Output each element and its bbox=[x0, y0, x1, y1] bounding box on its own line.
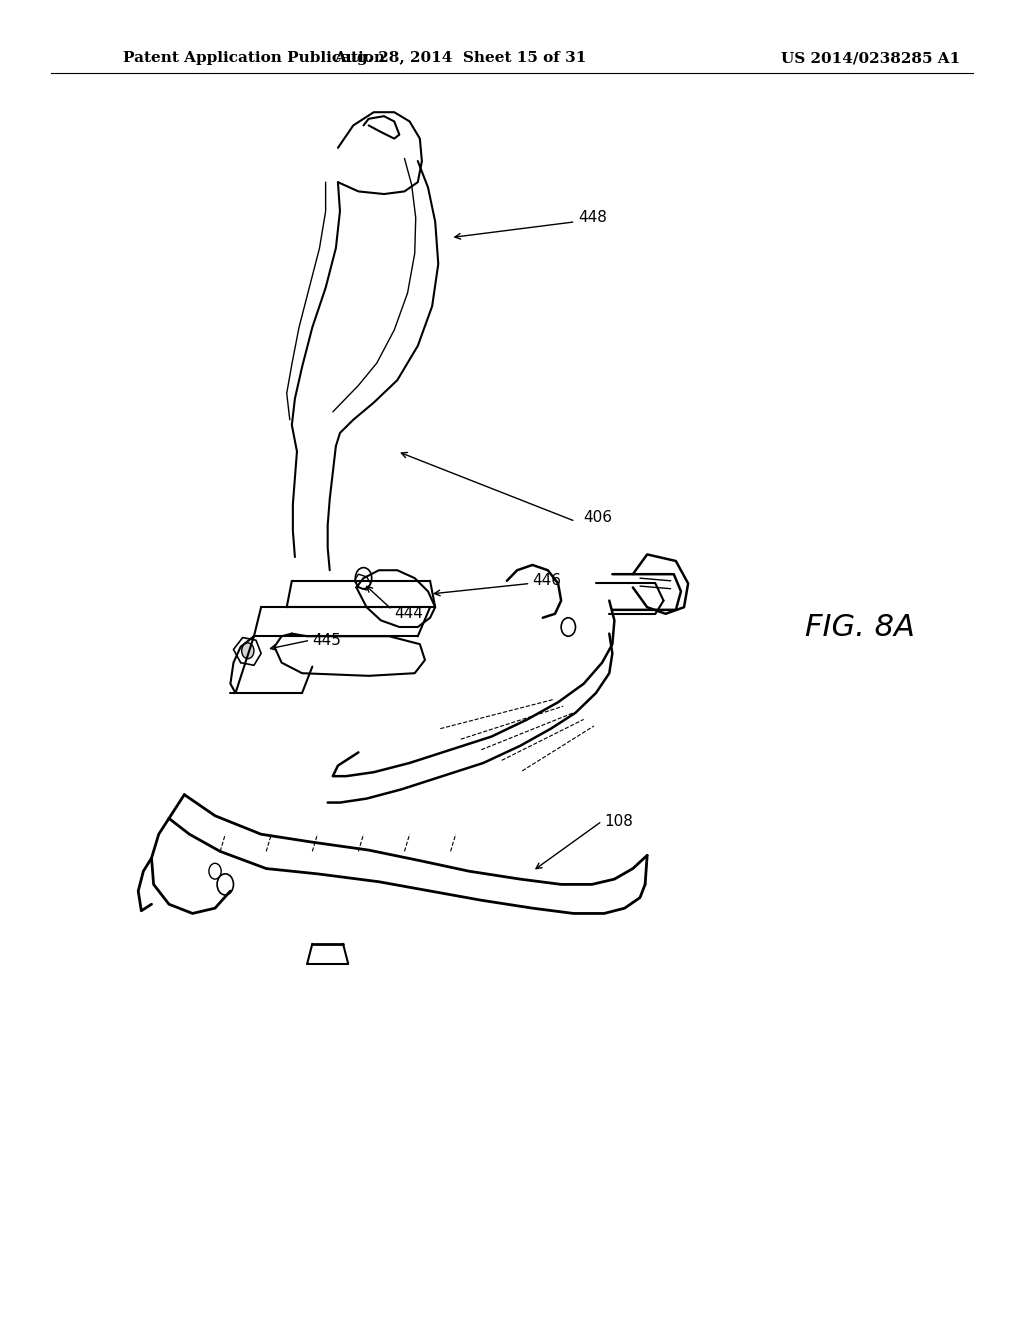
Text: 446: 446 bbox=[532, 573, 561, 589]
Text: FIG. 8A: FIG. 8A bbox=[805, 612, 915, 642]
Text: 444: 444 bbox=[394, 606, 423, 622]
Circle shape bbox=[242, 643, 254, 659]
Text: US 2014/0238285 A1: US 2014/0238285 A1 bbox=[780, 51, 961, 65]
Text: 445: 445 bbox=[312, 632, 341, 648]
Text: 406: 406 bbox=[584, 510, 612, 525]
Text: Aug. 28, 2014  Sheet 15 of 31: Aug. 28, 2014 Sheet 15 of 31 bbox=[335, 51, 587, 65]
Text: Patent Application Publication: Patent Application Publication bbox=[123, 51, 385, 65]
Text: 108: 108 bbox=[604, 813, 633, 829]
Text: 448: 448 bbox=[579, 210, 607, 226]
